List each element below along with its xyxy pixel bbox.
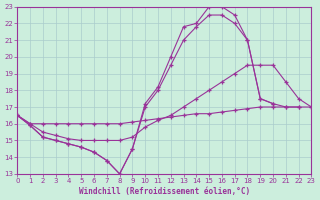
X-axis label: Windchill (Refroidissement éolien,°C): Windchill (Refroidissement éolien,°C) bbox=[79, 187, 250, 196]
